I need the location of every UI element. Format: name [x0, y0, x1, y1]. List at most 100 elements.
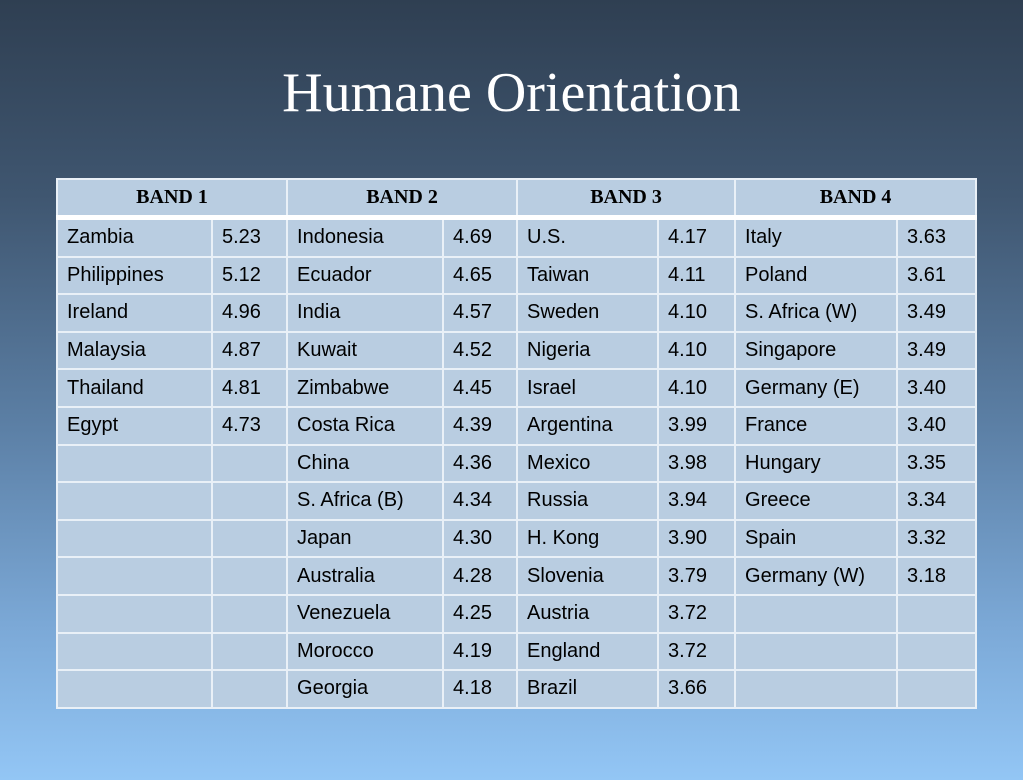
score-cell: 4.52	[442, 330, 519, 371]
score-cell: 3.49	[896, 330, 978, 371]
country-cell	[56, 631, 213, 672]
country-cell: Singapore	[734, 330, 899, 371]
score-cell	[210, 443, 289, 484]
country-cell: Ecuador	[286, 255, 445, 296]
country-cell	[734, 593, 899, 634]
score-cell: 4.96	[210, 293, 289, 333]
country-cell: Austria	[516, 593, 660, 634]
score-cell: 4.17	[657, 216, 737, 258]
score-cell	[896, 593, 978, 634]
table-row: China 4.36 Mexico 3.98 Hungary 3.35	[56, 443, 978, 484]
country-cell	[56, 443, 213, 484]
table-row: Egypt 4.73 Costa Rica 4.39 Argentina 3.99 Fran…	[56, 405, 978, 446]
table-row: Malaysia 4.87 Kuwait 4.52 Nigeria 4.10 Singapo…	[56, 330, 978, 371]
score-cell: 3.32	[896, 518, 978, 559]
score-cell: 4.81	[210, 368, 289, 408]
score-cell: 4.25	[442, 593, 519, 634]
country-cell: Germany (E)	[734, 368, 899, 408]
score-cell: 4.28	[442, 556, 519, 596]
band-header-1: BAND 1	[55, 178, 289, 220]
score-cell	[210, 518, 289, 559]
score-cell: 3.40	[896, 405, 978, 446]
country-cell	[734, 631, 899, 672]
score-cell: 3.63	[896, 216, 978, 258]
country-cell: Slovenia	[516, 556, 660, 596]
score-cell	[210, 593, 289, 634]
country-cell	[56, 593, 213, 634]
score-cell: 3.99	[657, 405, 737, 446]
table-row: Zambia 5.23 Indonesia 4.69 U.S. 4.17 Italy 3.63	[56, 216, 978, 258]
country-cell: Japan	[286, 518, 445, 559]
band-header-3: BAND 3	[516, 178, 737, 220]
score-cell: 5.12	[210, 255, 289, 296]
score-cell: 3.72	[657, 593, 737, 634]
table-row: Philippines 5.12 Ecuador 4.65 Taiwan 4.11 Pola…	[56, 255, 978, 296]
score-cell: 4.34	[442, 481, 519, 521]
country-cell: Ireland	[56, 293, 213, 333]
country-cell: Taiwan	[516, 255, 660, 296]
score-cell: 4.36	[442, 443, 519, 484]
country-cell: Thailand	[56, 368, 213, 408]
country-cell: Argentina	[516, 405, 660, 446]
country-cell	[56, 669, 213, 709]
country-cell: Costa Rica	[286, 405, 445, 446]
score-cell: 4.69	[442, 216, 519, 258]
country-cell: Germany (W)	[734, 556, 899, 596]
score-cell: 4.18	[442, 669, 519, 709]
score-cell	[210, 631, 289, 672]
score-cell: 3.90	[657, 518, 737, 559]
country-cell: France	[734, 405, 899, 446]
score-cell: 4.10	[657, 330, 737, 371]
table-row: Australia 4.28 Slovenia 3.79 Germany (W) 3.18	[56, 556, 978, 596]
score-cell: 3.18	[896, 556, 978, 596]
score-cell: 4.73	[210, 405, 289, 446]
country-cell: Italy	[734, 216, 899, 258]
band-header-2: BAND 2	[286, 178, 519, 220]
score-cell: 3.34	[896, 481, 978, 521]
country-cell	[56, 518, 213, 559]
score-cell: 3.61	[896, 255, 978, 296]
country-cell: U.S.	[516, 216, 660, 258]
score-cell	[896, 669, 978, 709]
table-row: S. Africa (B) 4.34 Russia 3.94 Greece 3.34	[56, 481, 978, 521]
score-cell: 4.10	[657, 293, 737, 333]
score-cell: 3.98	[657, 443, 737, 484]
table-row: Venezuela 4.25 Austria 3.72	[56, 593, 978, 634]
country-cell: S. Africa (W)	[734, 293, 899, 333]
country-cell	[56, 481, 213, 521]
country-cell: Malaysia	[56, 330, 213, 371]
score-cell: 3.40	[896, 368, 978, 408]
country-cell: Russia	[516, 481, 660, 521]
score-cell	[210, 669, 289, 709]
score-cell: 4.11	[657, 255, 737, 296]
country-cell: Hungary	[734, 443, 899, 484]
score-cell: 3.49	[896, 293, 978, 333]
country-cell: Indonesia	[286, 216, 445, 258]
country-cell: India	[286, 293, 445, 333]
table-row: Ireland 4.96 India 4.57 Sweden 4.10 S. Africa …	[56, 293, 978, 333]
country-cell: Zambia	[56, 216, 213, 258]
score-cell: 3.66	[657, 669, 737, 709]
country-cell: Georgia	[286, 669, 445, 709]
country-cell: Philippines	[56, 255, 213, 296]
country-cell: Spain	[734, 518, 899, 559]
country-cell: Greece	[734, 481, 899, 521]
score-cell: 3.79	[657, 556, 737, 596]
score-cell	[210, 556, 289, 596]
country-cell: Egypt	[56, 405, 213, 446]
country-cell: Australia	[286, 556, 445, 596]
country-cell: England	[516, 631, 660, 672]
country-cell: Poland	[734, 255, 899, 296]
band-header-4: BAND 4	[734, 178, 978, 220]
slide-title: Humane Orientation	[282, 62, 741, 124]
country-cell: H. Kong	[516, 518, 660, 559]
score-cell: 3.94	[657, 481, 737, 521]
score-cell: 4.65	[442, 255, 519, 296]
table-row: Japan 4.30 H. Kong 3.90 Spain 3.32	[56, 518, 978, 559]
table-row: Georgia 4.18 Brazil 3.66	[56, 669, 978, 709]
score-cell: 3.72	[657, 631, 737, 672]
humane-orientation-table: BAND 1 BAND 2 BAND 3 BAND 4 Zambia 5.23 Indon…	[55, 178, 978, 709]
score-cell: 5.23	[210, 216, 289, 258]
score-cell	[210, 481, 289, 521]
score-cell: 4.57	[442, 293, 519, 333]
